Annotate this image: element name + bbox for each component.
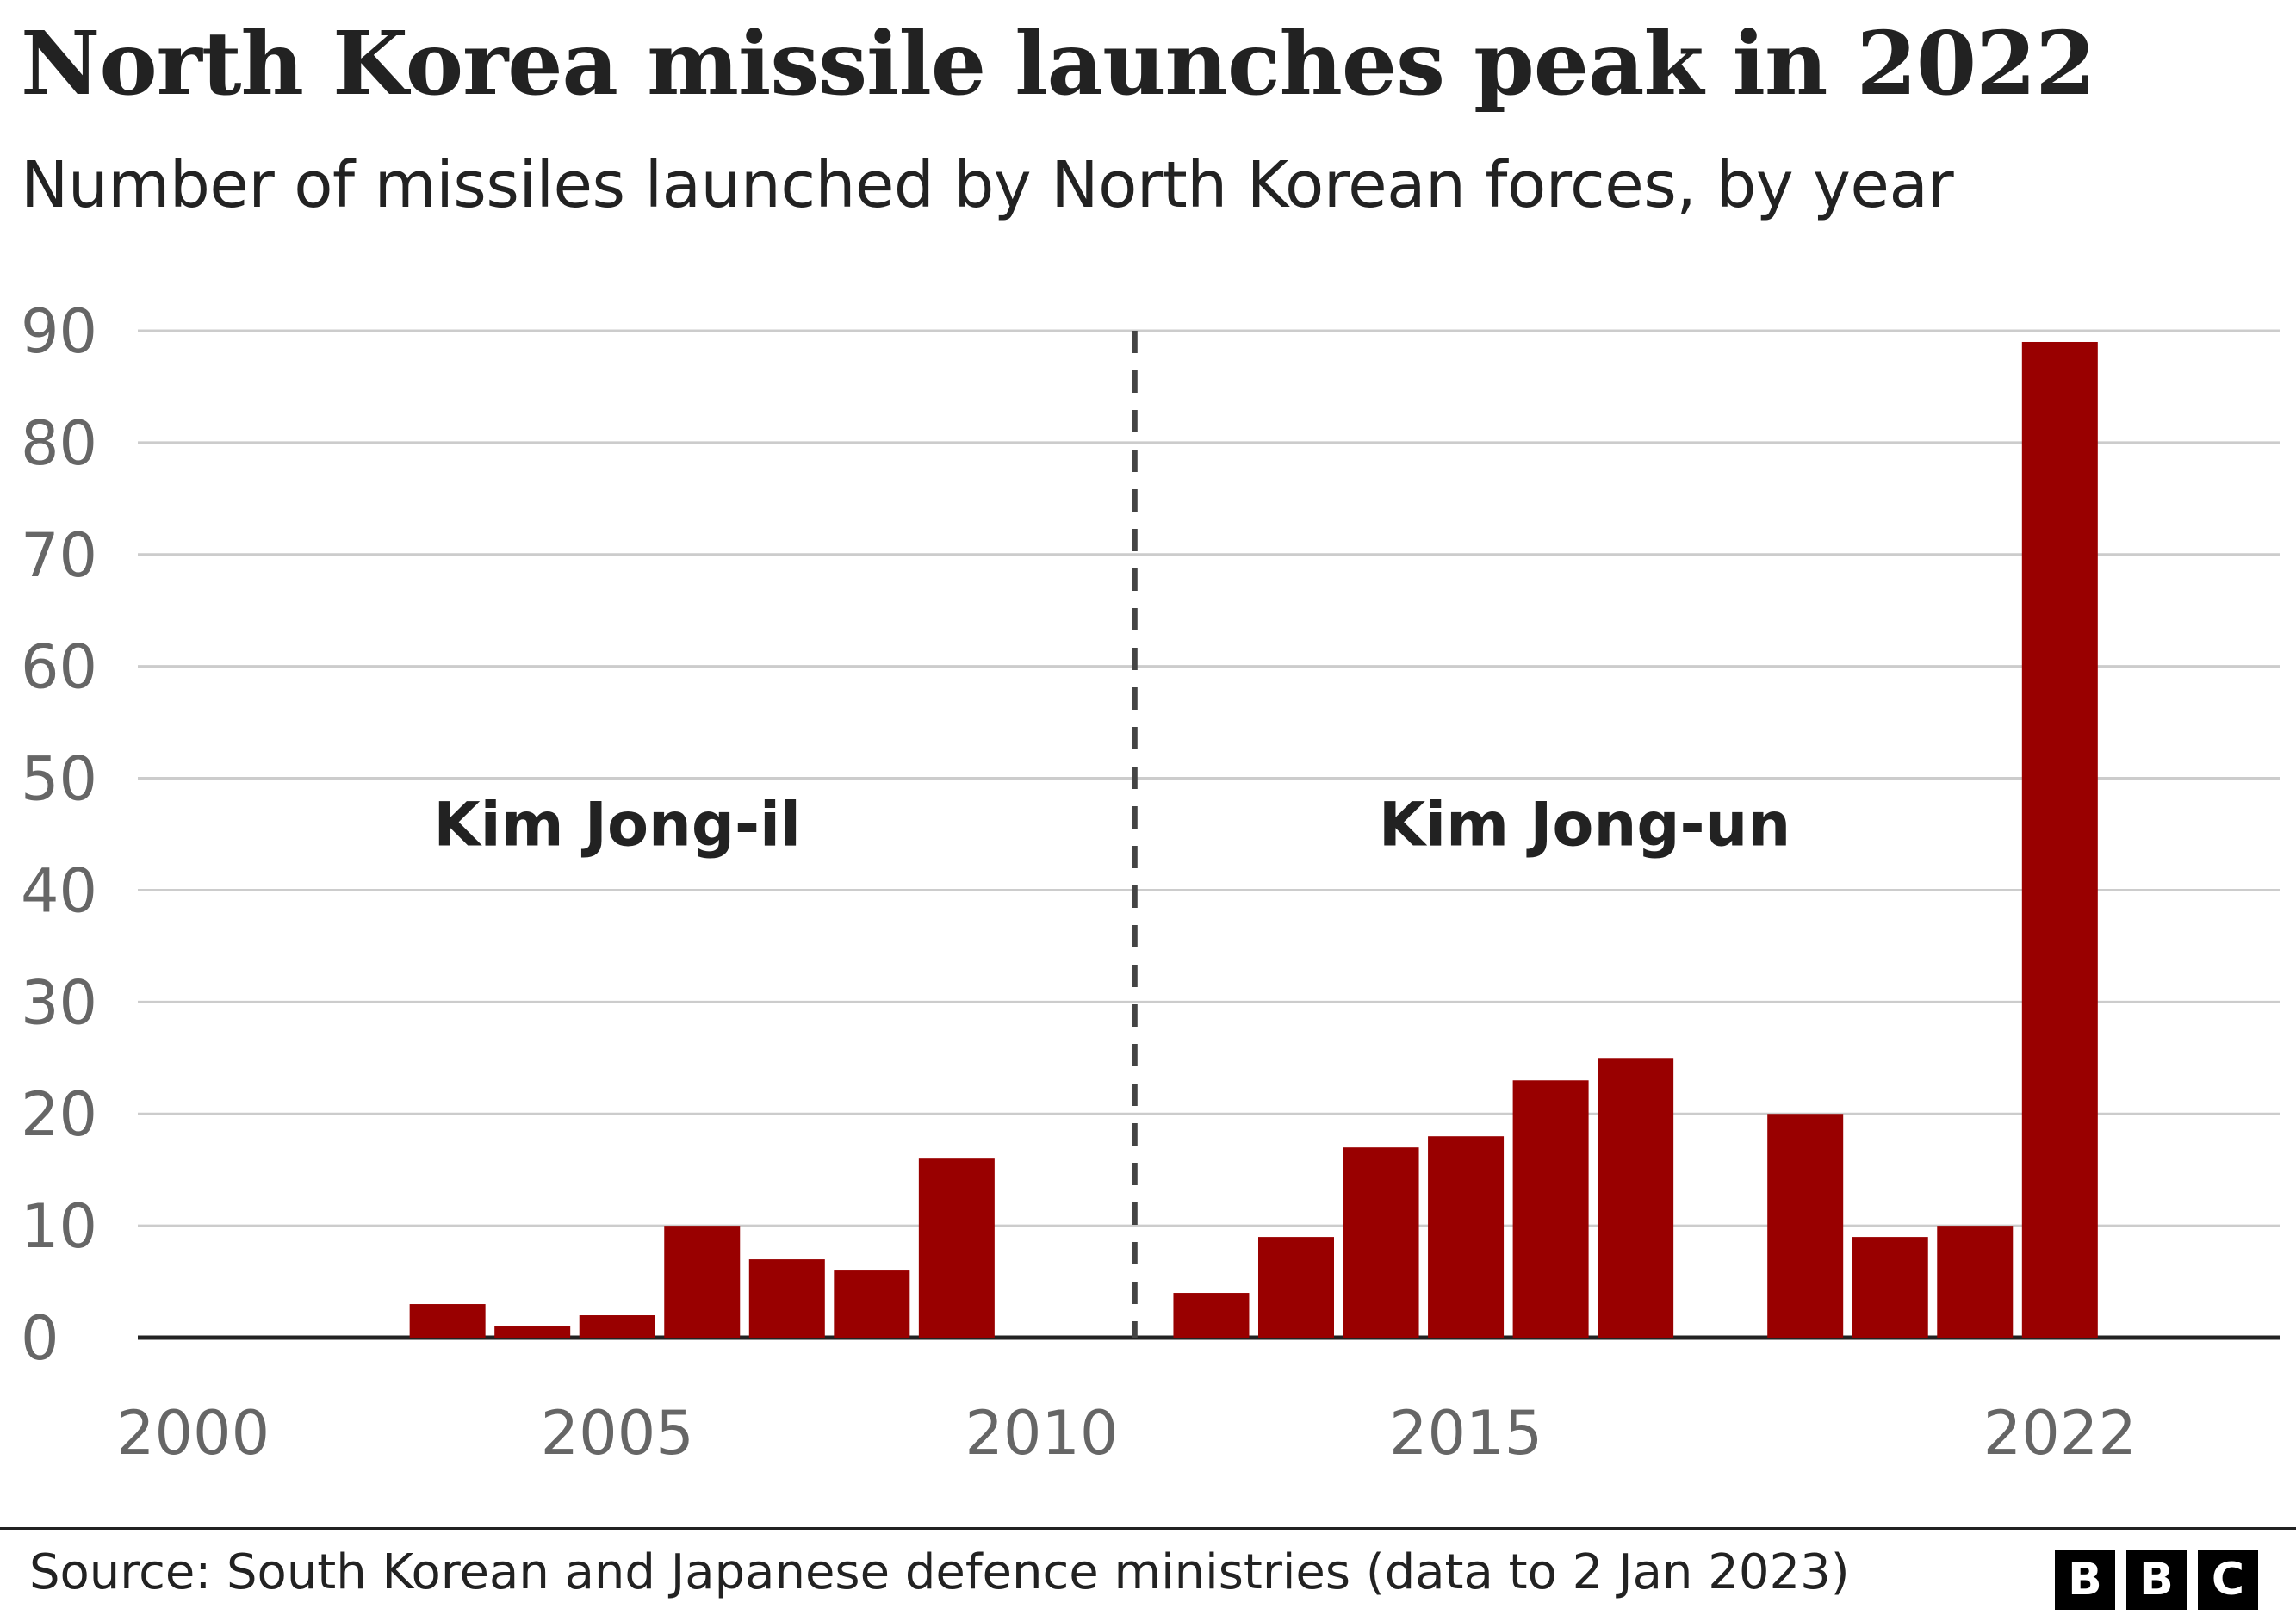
annotation-kim-jong-un: Kim Jong-un	[1379, 789, 1790, 860]
bar-2003	[409, 1304, 486, 1338]
y-axis-labels: 0 10 20 30 40 50 60 70 80 90	[21, 296, 97, 1374]
x-tick-label-2015: 2015	[1389, 1398, 1542, 1469]
y-tick-label-80: 80	[21, 408, 97, 479]
x-tick-label-2005: 2005	[541, 1398, 694, 1469]
y-tick-label-70: 70	[21, 520, 97, 591]
chart-subtitle: Number of missiles launched by North Kor…	[21, 148, 1954, 222]
annotations: Kim Jong-il Kim Jong-un	[433, 789, 1790, 860]
footer-divider	[0, 1527, 2296, 1530]
x-tick-label-2010: 2010	[965, 1398, 1118, 1469]
bar-2009	[918, 1158, 995, 1338]
y-tick-label-10: 10	[21, 1191, 97, 1262]
bar-2020	[1852, 1237, 1928, 1338]
bar-2021	[1937, 1226, 2014, 1338]
x-tick-label-2022: 2022	[1983, 1398, 2137, 1469]
bar-2004	[494, 1326, 571, 1338]
source-note: Source: South Korean and Japanese defenc…	[29, 1544, 1850, 1600]
y-tick-label-0: 0	[21, 1303, 59, 1374]
bar-2017	[1598, 1058, 1674, 1338]
bar-2005	[579, 1315, 655, 1338]
bar-2007	[748, 1259, 825, 1338]
y-tick-label-90: 90	[21, 296, 97, 367]
bar-chart: 0 10 20 30 40 50 60 70 80 90 2000 2005 2010 2015 2022…	[21, 296, 2280, 1469]
y-tick-label-60: 60	[21, 632, 97, 703]
bar-2006	[664, 1226, 741, 1338]
bars	[409, 341, 2098, 1338]
x-tick-label-2000: 2000	[116, 1398, 270, 1469]
bbc-logo-block-2: B	[2126, 1550, 2187, 1610]
bbc-logo-block-3: C	[2198, 1550, 2258, 1610]
bar-2016	[1512, 1080, 1589, 1338]
bbc-logo-block-1: B	[2055, 1550, 2115, 1610]
bar-2015	[1428, 1136, 1505, 1338]
bar-2022	[2021, 341, 2098, 1338]
chart-title: North Korea missile launches peak in 202…	[21, 12, 2096, 115]
y-tick-label-20: 20	[21, 1079, 97, 1150]
y-tick-label-40: 40	[21, 855, 97, 926]
bar-2012	[1173, 1293, 1250, 1338]
bbc-logo: B B C	[2055, 1550, 2258, 1610]
bar-2013	[1257, 1237, 1334, 1338]
y-tick-label-50: 50	[21, 744, 97, 815]
bar-2014	[1343, 1147, 1419, 1338]
bar-2008	[834, 1270, 910, 1338]
y-tick-label-30: 30	[21, 967, 97, 1038]
x-axis-labels: 2000 2005 2010 2015 2022	[116, 1398, 2137, 1469]
annotation-kim-jong-il: Kim Jong-il	[433, 789, 801, 860]
bar-2019	[1767, 1114, 1844, 1338]
gridlines	[138, 329, 2280, 1340]
